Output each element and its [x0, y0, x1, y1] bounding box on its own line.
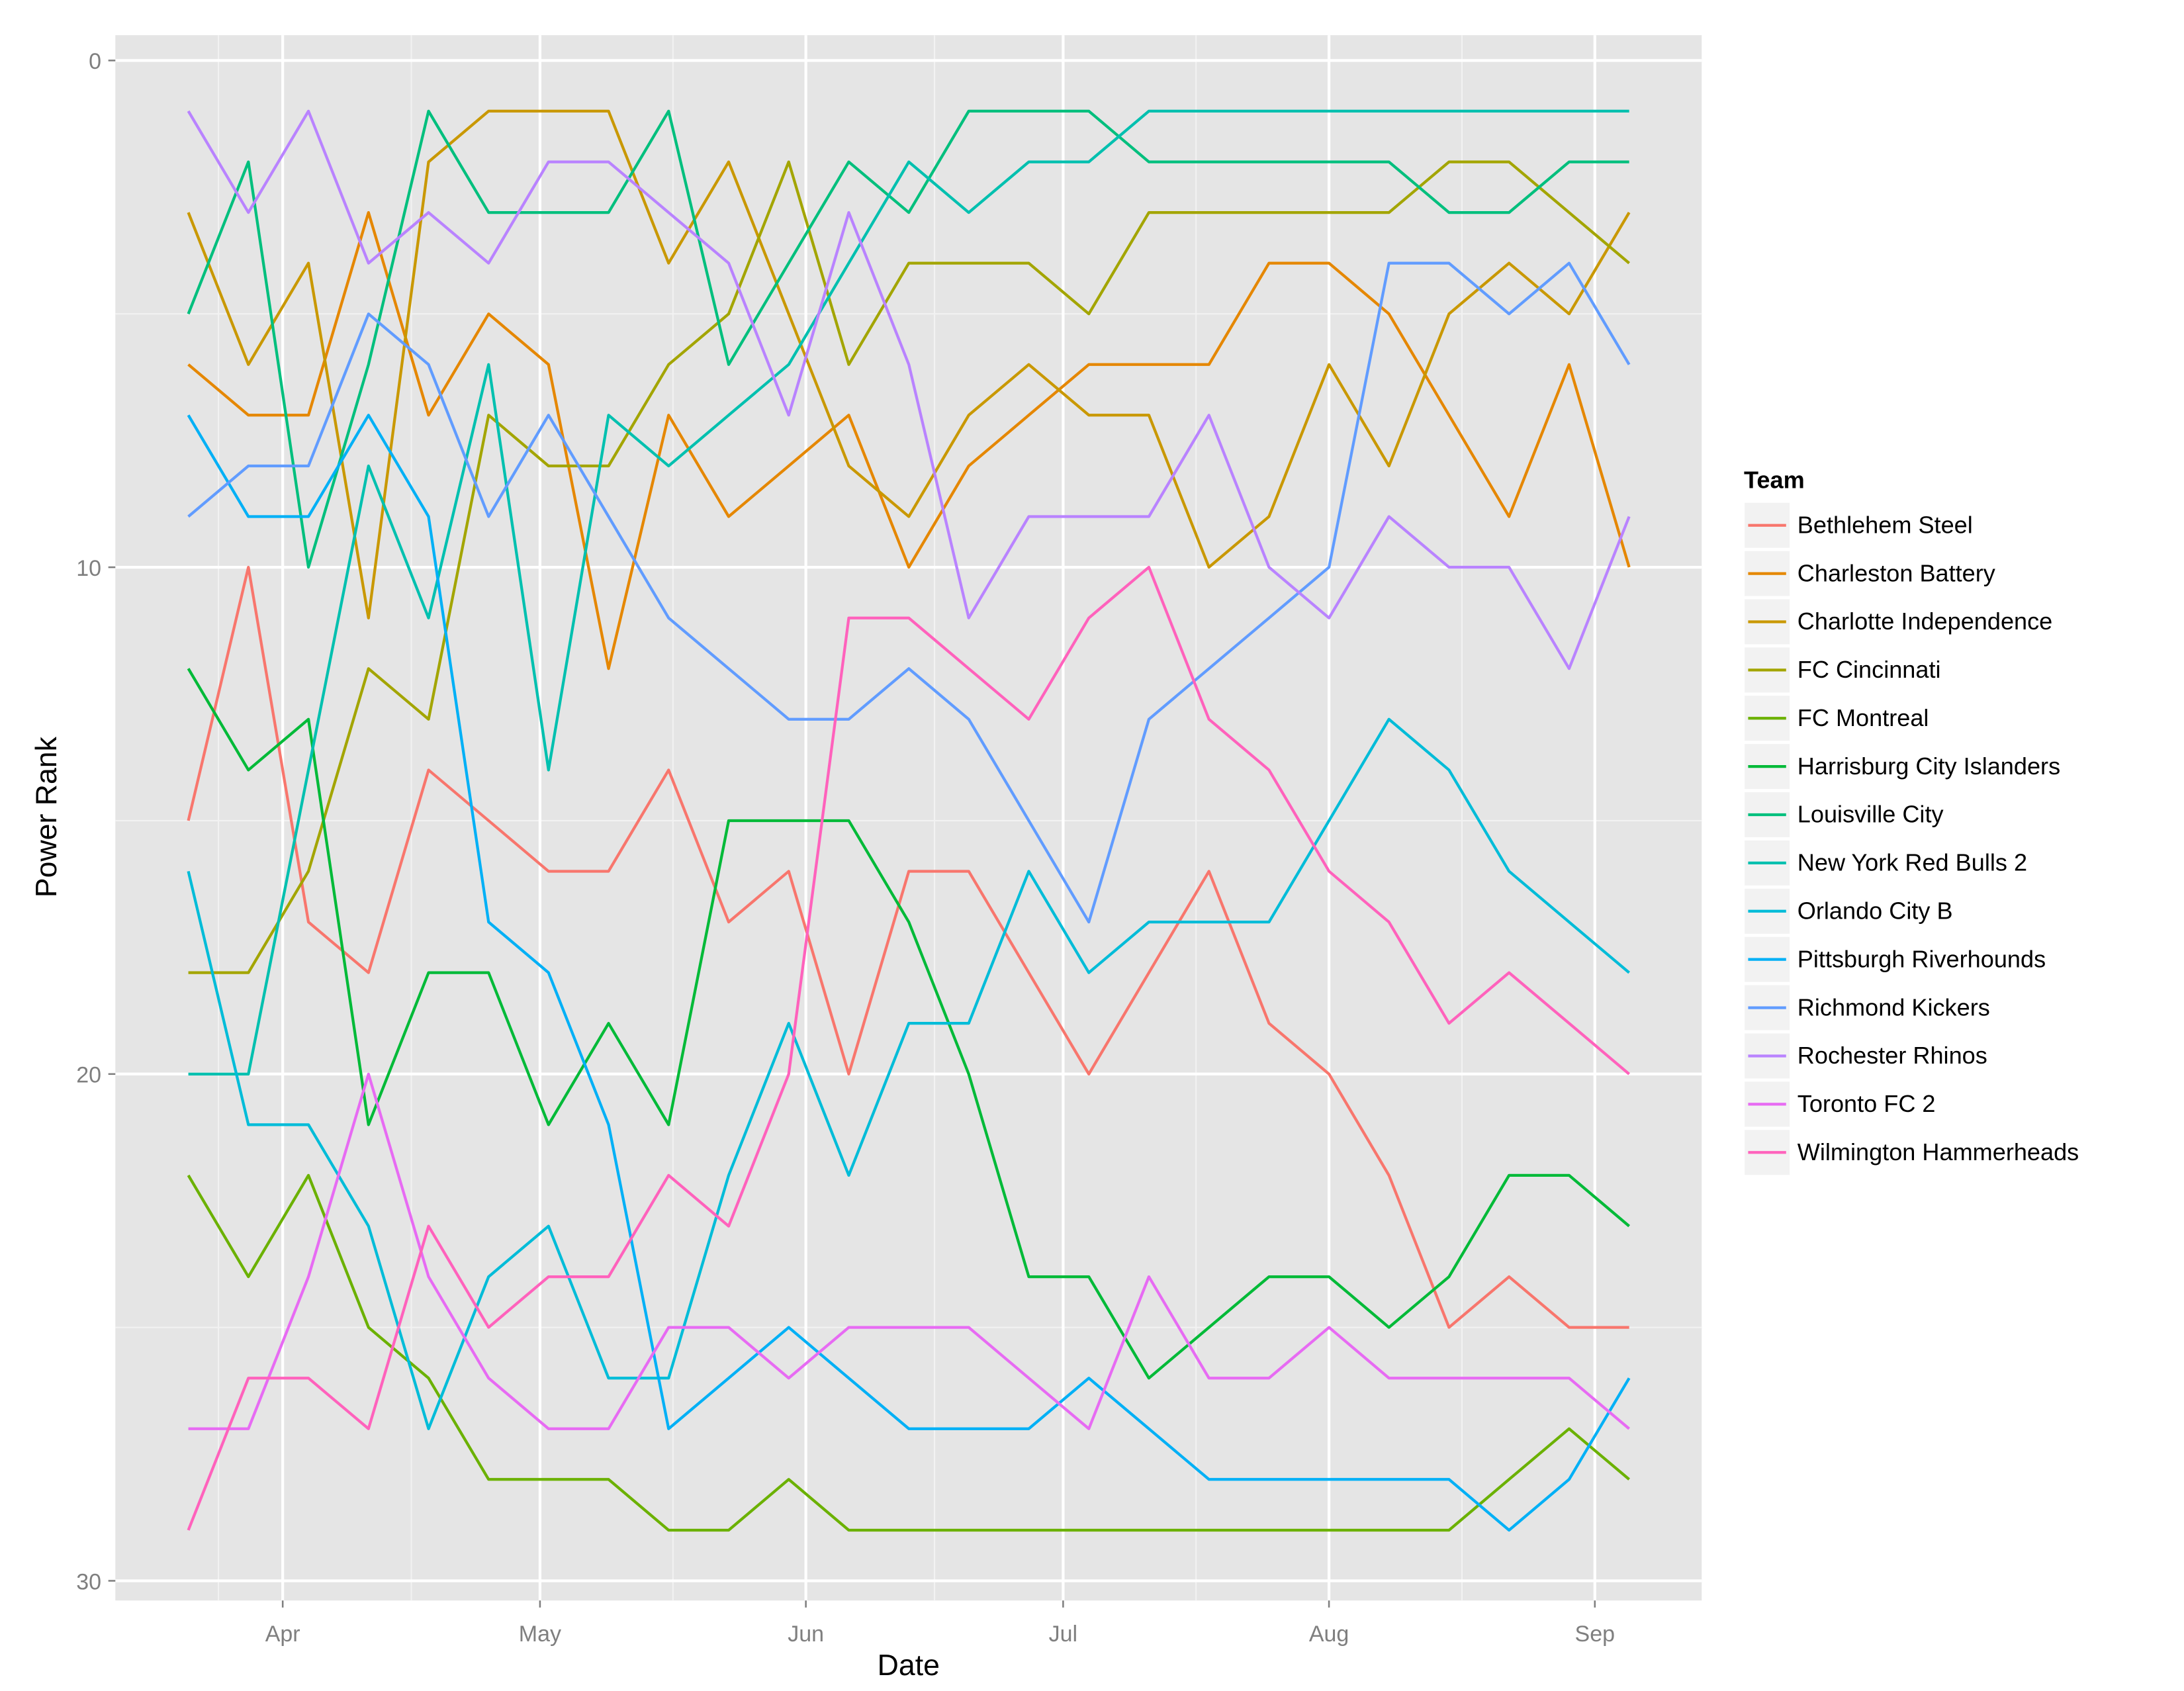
legend-label: Bethlehem Steel [1797, 511, 1973, 538]
series-line-wilmington-hammerheads [187, 565, 1631, 1531]
legend-label: Charlotte Independence [1797, 608, 2052, 635]
x-tick-label: Sep [1575, 1622, 1615, 1647]
series-line-pittsburgh-riverhounds [187, 414, 1631, 1532]
series-line-charlotte-independence [187, 109, 1631, 619]
legend-label: Harrisburg City Islanders [1797, 753, 2060, 780]
y-tick-label: 30 [76, 1569, 101, 1594]
series-line-bethlehem-steel [187, 565, 1629, 1329]
series-line-charleston-battery [187, 210, 1631, 670]
series-line-richmond-kickers [187, 261, 1631, 924]
series-line-rochester-rhinos [187, 109, 1631, 670]
y-tick-label: 10 [76, 556, 101, 581]
plot-panel [115, 35, 1702, 1601]
legend-label: FC Cincinnati [1797, 656, 1941, 683]
y-tick-label: 0 [89, 49, 101, 74]
x-tick-label: Apr [265, 1622, 300, 1647]
legend-label: FC Montreal [1797, 704, 1929, 731]
legend-label: New York Red Bulls 2 [1797, 849, 2027, 876]
series-line-orlando-city-b [187, 717, 1631, 1430]
y-tick-label: 20 [76, 1063, 101, 1088]
series-line-new-york-red-bulls-2 [188, 109, 1629, 1075]
legend-label: Rochester Rhinos [1797, 1042, 1987, 1069]
x-tick-label: Aug [1309, 1622, 1349, 1647]
series-line-fc-cincinnati [188, 160, 1631, 974]
series-line-toronto-fc-2 [188, 1072, 1631, 1430]
x-tick-label: May [519, 1622, 561, 1647]
series-lines [187, 109, 1631, 1532]
y-axis-title: Power Rank [30, 736, 63, 897]
legend: Team Bethlehem Steel Charleston Battery Ch… [1743, 466, 2079, 1177]
legend-label: Richmond Kickers [1797, 993, 1990, 1021]
axes: 0 10 20 30 Apr May Jun Jul Aug Sep [76, 49, 1615, 1647]
legend-label: Toronto FC 2 [1797, 1090, 1936, 1117]
series-line-louisville-city [187, 109, 1629, 569]
series-line-harrisburg-city-islanders [187, 668, 1631, 1380]
x-axis-title: Date [878, 1649, 940, 1682]
x-tick-label: Jul [1049, 1622, 1077, 1647]
x-tick-label: Jun [788, 1622, 824, 1647]
legend-label: Charleston Battery [1797, 559, 1995, 586]
legend-label: Orlando City B [1797, 897, 1953, 924]
legend-label: Louisville City [1797, 801, 1944, 828]
legend-title: Team [1744, 466, 1805, 493]
legend-label: Pittsburgh Riverhounds [1797, 945, 2046, 972]
series-line-fc-montreal [187, 1173, 1631, 1532]
legend-label: Wilmington Hammerheads [1797, 1138, 2079, 1165]
